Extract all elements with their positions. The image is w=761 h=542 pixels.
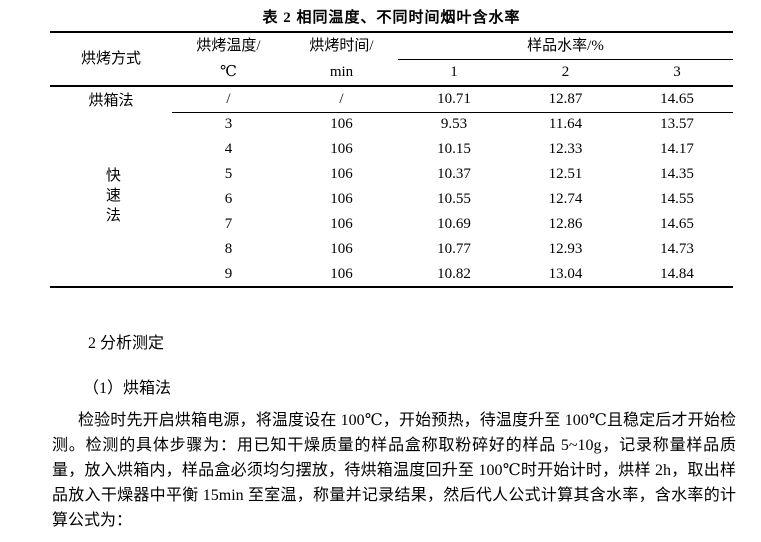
col-header-temperature-line1: 烘烤温度/ [196,38,261,54]
cell-time: 106 [330,216,353,232]
col-header-temperature-unit: ℃ [220,64,237,80]
table-row-fast: 9 106 10.82 13.04 14.84 [50,262,733,287]
table-row-fast: 8 106 10.77 12.93 14.73 [50,237,733,262]
subcol-header-3: 3 [621,59,734,88]
cell-value-3: 14.17 [660,141,694,157]
subsection-heading: （1）烘箱法 [83,380,172,397]
cell-value-1: 10.69 [437,216,471,232]
cell-value-3: 14.65 [660,216,694,232]
cell-temp: 6 [224,191,233,207]
cell-value-2: 12.86 [548,216,583,232]
cell-value-1: 10.15 [437,141,471,157]
col-header-moisture: 样品水率/% [398,32,734,61]
cell-time: 106 [330,116,353,133]
cell-time: 106 [330,191,353,207]
cell-value-1: 10.37 [437,166,471,182]
cell-temp: 8 [224,241,233,257]
cell-value-3: 13.57 [660,116,694,133]
col-header-method: 烘烤方式 [50,32,172,87]
table-row-fast: 6 106 10.55 12.74 14.55 [50,187,733,212]
section-heading: 2 分析测定 [88,335,165,352]
cell-temp: 3 [224,116,233,133]
header-row-1: 烘烤方式 烘烤温度/ ℃ 烘烤时间/ min 样品水率/% [50,32,734,87]
col-header-time-line1: 烘烤时间/ [309,38,374,54]
cell-value-2: 11.64 [548,116,583,133]
col-header-temperature: 烘烤温度/ ℃ [172,32,285,87]
col-header-time: 烘烤时间/ min [285,32,398,87]
table-row-fast: 4 106 10.15 12.33 14.17 [50,137,733,162]
cell-time: 106 [330,241,353,257]
cell-value-3: 14.55 [660,191,694,207]
header-row-2: 1 2 3 [50,59,734,88]
cell-time: / [285,86,398,113]
cell-temp: 9 [224,265,233,282]
moisture-table: 烘烤方式 烘烤温度/ ℃ 烘烤时间/ min 样品水率/% 1 2 3 烘箱法 … [50,31,734,288]
cell-method-fast: 快速法 [50,112,172,287]
cell-temp: 4 [224,141,233,157]
cell-time: 106 [330,166,353,182]
cell-method: 烘箱法 [88,93,134,109]
cell-value-2: 12.51 [548,166,583,182]
cell-value-2: 12.87 [510,86,621,113]
procedure-paragraph: 检验时先开启烘箱电源，将温度设在 100℃，开始预热，待温度升至 100℃且稳定… [52,412,736,529]
cell-value-3: 14.73 [660,241,694,257]
subcol-header-1: 1 [398,59,510,88]
cell-value-1: 9.53 [440,116,468,133]
table-row-fast: 快速法 3 106 9.53 11.64 13.57 [50,112,733,226]
cell-temp: 7 [224,216,233,232]
table-caption: 表 2 相同温度、不同时间烟叶含水率 [262,10,521,26]
cell-value-1: 10.55 [437,191,471,207]
cell-value-3: 14.65 [621,86,734,113]
subcol-header-2: 2 [510,59,621,88]
cell-value-1: 10.77 [437,241,471,257]
cell-value-2: 12.74 [548,191,583,207]
cell-time: 106 [330,141,353,157]
cell-value-3: 14.84 [660,265,694,282]
cell-value-2: 13.04 [548,265,583,282]
cell-value-2: 12.93 [548,241,583,257]
cell-value-1: 10.71 [398,86,510,113]
table-row-fast: 5 106 10.37 12.51 14.35 [50,162,733,187]
cell-value-3: 14.35 [660,166,694,182]
col-header-time-unit: min [329,64,354,80]
cell-value-1: 10.82 [437,265,471,282]
fast-method-vertical-label: 快速法 [103,166,120,227]
table-row-oven: 烘箱法 / / 10.71 12.87 14.65 [50,86,734,113]
cell-time: 106 [330,265,353,282]
cell-temp: / [172,86,285,113]
cell-value-2: 12.33 [548,141,583,157]
cell-temp: 5 [224,166,233,182]
table-row-fast: 7 106 10.69 12.86 14.65 [50,212,733,237]
